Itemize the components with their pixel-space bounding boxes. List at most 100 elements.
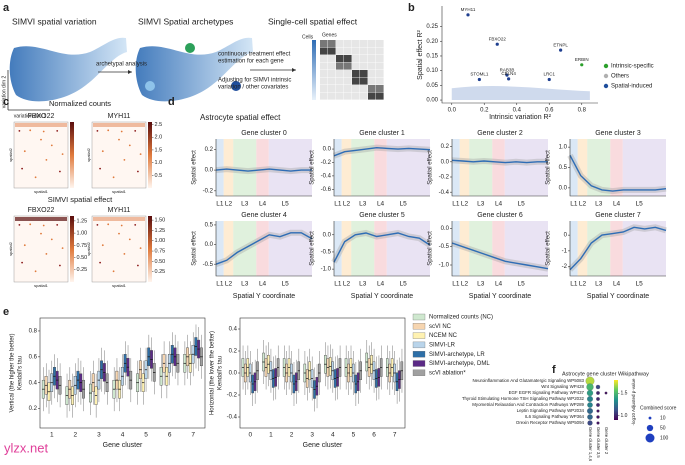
- size-legend-title: Combined score: [640, 405, 677, 411]
- map-spot: [112, 176, 115, 179]
- map-spot: [134, 224, 137, 226]
- pathway-dot: [587, 396, 593, 402]
- map-spot: [29, 223, 32, 226]
- panel-label: d: [168, 96, 175, 108]
- layer-label: L3: [359, 201, 367, 208]
- step-title: SIMVI spatial variation: [12, 16, 97, 26]
- gene-label: ERBIN: [575, 57, 589, 62]
- map-spot: [118, 138, 120, 141]
- x-tick-label: 3: [97, 432, 101, 439]
- matrix-cell: [352, 92, 360, 100]
- layer-label: L1: [452, 201, 460, 208]
- layer-label: L5: [518, 281, 526, 288]
- y-axis-label: Spatial effect: [192, 231, 198, 266]
- map-spot: [59, 170, 61, 173]
- matrix-cell: [344, 40, 352, 48]
- y-axis-label: Spatial effect: [546, 150, 552, 185]
- matrix-cell: [352, 85, 360, 93]
- y-tick-label: -2: [562, 264, 568, 270]
- layer-band: [469, 139, 493, 196]
- matrix-cell: [328, 77, 336, 85]
- matrix-cell: [352, 70, 360, 78]
- colorbar-tick-label: 1.5: [621, 391, 628, 397]
- y-tick-label: 0.0: [229, 371, 238, 377]
- matrix-cell: [360, 47, 368, 55]
- legend-label: Spatial-induced: [611, 84, 652, 90]
- map-spot: [134, 130, 137, 132]
- y-axis-label: Spatial effect R²: [417, 30, 424, 80]
- map-spot: [128, 144, 131, 147]
- matrix-cell: [320, 40, 328, 48]
- axis-label: spatial2: [8, 241, 13, 256]
- axis-label: spatial1: [34, 283, 49, 288]
- matrix-cell: [376, 92, 384, 100]
- y-tick-label: -0.6: [321, 187, 332, 193]
- matrix-cell: [368, 85, 376, 93]
- matrix-cell: [352, 77, 360, 85]
- legend-swatch: [412, 323, 426, 330]
- matrix-cell: [360, 85, 368, 93]
- subplot-title: Gene cluster 3: [595, 130, 641, 137]
- y-tick-label: 0.5: [559, 165, 568, 171]
- matrix-cell: [344, 55, 352, 63]
- layer-label: L4: [377, 281, 385, 288]
- layer-band: [469, 221, 493, 276]
- y-tick-label: -0.2: [321, 160, 332, 166]
- layer-label: L1: [452, 281, 460, 288]
- gene-title: FBXO22: [28, 207, 55, 214]
- subplot-title: Gene cluster 2: [477, 130, 523, 137]
- layer-label: L2: [579, 281, 587, 288]
- layer-label: L5: [282, 201, 290, 208]
- layer-band: [622, 221, 666, 276]
- layer-label: L1: [216, 201, 224, 208]
- map-band: [15, 123, 67, 127]
- map-spot: [56, 224, 59, 226]
- note: continuous treatment effect: [218, 52, 291, 58]
- layer-label: L3: [359, 281, 367, 288]
- note: Adjusting for SIMVI intrinsic: [218, 78, 291, 84]
- effect-curve: [333, 146, 431, 157]
- map-spot: [61, 247, 64, 250]
- pathway-dot: [586, 383, 594, 391]
- x-axis-label: Spatial Y coordinate: [233, 293, 296, 300]
- legend-swatch: [603, 63, 609, 69]
- step-title: SIMVI Spatial archetypes: [138, 16, 233, 26]
- layer-band: [570, 221, 578, 276]
- layer-band: [223, 139, 234, 196]
- axes: [215, 221, 312, 277]
- pathway-dot: [596, 397, 600, 401]
- pathway-dot: [587, 408, 593, 414]
- matrix-cell: [368, 47, 376, 55]
- pathway-label: Myometrial Relaxation And Contraction Pa…: [472, 402, 584, 407]
- gene-point: [477, 77, 481, 82]
- matrix-cell: [320, 55, 328, 63]
- x-tick-label: 2: [74, 432, 78, 439]
- pathway-dot: [586, 389, 594, 397]
- layer-label: L5: [400, 201, 408, 208]
- pathway-label: IL6 Signaling Pathway WP364: [525, 414, 585, 419]
- matrix-cell: [360, 55, 368, 63]
- colorbar-tick-label: 0.50: [155, 259, 166, 265]
- y-tick-label: 0.0: [205, 168, 214, 174]
- size-legend-dot: [645, 433, 655, 443]
- layer-band: [216, 139, 224, 196]
- x-tick-label: 0.0: [448, 108, 457, 114]
- colorbar-tick-label: 1.50: [155, 218, 166, 224]
- map-spot: [34, 270, 37, 273]
- matrix-cell: [328, 70, 336, 78]
- layer-label: L2: [343, 201, 351, 208]
- matrix-cell: [320, 85, 328, 93]
- gene-point: [505, 73, 509, 77]
- colorbar-tick-label: 0.5: [155, 173, 163, 179]
- layer-label: L4: [259, 281, 267, 288]
- map-spot: [101, 150, 104, 153]
- layer-label: L5: [518, 201, 526, 208]
- x-tick-label: 1: [269, 432, 273, 439]
- layer-band: [622, 139, 666, 196]
- layer-label: L1: [570, 281, 578, 288]
- map-spot: [23, 150, 26, 153]
- effect-curve: [333, 232, 431, 263]
- layer-band: [459, 139, 470, 196]
- column-label: Gene cluster 3,5: [596, 427, 601, 458]
- effect-curve: [451, 159, 548, 164]
